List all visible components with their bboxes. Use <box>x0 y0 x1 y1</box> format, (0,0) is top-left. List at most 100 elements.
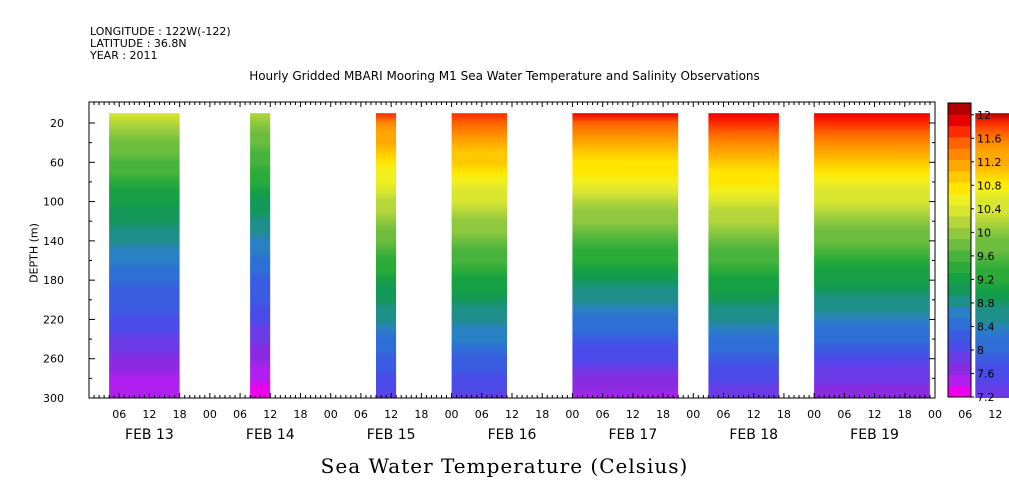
data-block <box>250 113 271 398</box>
y-tick-label: 260 <box>43 353 64 366</box>
colorbar-tick-label: 9.2 <box>977 273 995 286</box>
data-block <box>708 113 779 398</box>
colorbar-swatch <box>948 148 971 161</box>
colorbar-swatch <box>948 363 971 375</box>
colorbar-tick-label: 11.6 <box>977 132 1002 145</box>
data-block <box>572 113 679 398</box>
x-tick-label: 06 <box>958 408 972 421</box>
data-block <box>814 113 930 398</box>
day-label: FEB 17 <box>608 427 657 443</box>
axes: 20 60 100 140 180 220 260 300 06 12 18 00 06 12 18 00 06… <box>43 101 1002 443</box>
day-label: FEB 15 <box>367 427 416 443</box>
colorbar-swatch <box>948 238 971 251</box>
x-tick-label: 12 <box>384 408 398 421</box>
x-tick-label: 00 <box>807 408 821 421</box>
colorbar-swatch <box>948 385 971 398</box>
colorbar-swatch <box>948 125 971 138</box>
data-block <box>451 113 507 398</box>
y-tick-label: 100 <box>43 196 64 209</box>
data-block <box>975 113 1009 398</box>
colorbar-swatch <box>948 250 971 262</box>
y-tick-label: 300 <box>43 392 64 405</box>
colorbar-swatch <box>948 340 971 353</box>
colorbar-frame <box>947 102 972 398</box>
colorbar-swatch <box>948 182 971 194</box>
colorbar-swatch <box>948 136 971 149</box>
colorbar-swatch <box>948 216 971 228</box>
colorbar-swatch <box>948 351 971 364</box>
colorbar-swatch <box>948 193 971 206</box>
y-tick-label: 140 <box>43 235 64 248</box>
x-tick-label: 12 <box>263 408 277 421</box>
colorbar-tick-label: 7.2 <box>977 391 995 404</box>
y-tick-label: 60 <box>50 156 64 169</box>
colorbar-tick-label: 10.4 <box>977 203 1002 216</box>
x-tick-label: 12 <box>142 408 156 421</box>
colorbar-swatch <box>948 329 971 341</box>
colorbar-swatch <box>948 227 971 240</box>
x-tick-label: 18 <box>898 408 912 421</box>
x-tick-label: 12 <box>505 408 519 421</box>
plot-area <box>109 113 1009 398</box>
x-tick-label: 00 <box>928 408 942 421</box>
colorbar-tick-label: 8.8 <box>977 297 995 310</box>
data-block <box>376 113 397 398</box>
x-tick-label: 06 <box>354 408 368 421</box>
colorbar-swatch <box>948 204 971 217</box>
x-tick-label: 12 <box>868 408 882 421</box>
year-label: YEAR : 2011 <box>90 49 158 62</box>
day-label: FEB 16 <box>488 427 537 443</box>
plot-frame <box>88 101 936 399</box>
colorbar: 12 11.6 11.2 10.8 10.4 10 9.6 9.2 8.8 8.4 8 7.6 7.2 <box>947 102 1002 404</box>
x-tick-label: 06 <box>233 408 247 421</box>
y-tick-label: 220 <box>43 313 64 326</box>
colorbar-swatch <box>948 306 971 319</box>
x-tick-label: 06 <box>717 408 731 421</box>
x-tick-label: 12 <box>988 408 1002 421</box>
colorbar-swatch <box>948 103 971 115</box>
colorbar-swatch <box>948 114 971 127</box>
colorbar-swatch <box>948 159 971 172</box>
colorbar-swatch <box>948 317 971 330</box>
variable-title: Sea Water Temperature (Celsius) <box>320 454 689 478</box>
x-tick-label: 00 <box>203 408 217 421</box>
longitude-label: LONGITUDE : 122W(-122) <box>90 25 231 38</box>
x-tick-label: 12 <box>626 408 640 421</box>
colorbar-swatch <box>948 170 971 183</box>
x-tick-label: 00 <box>565 408 579 421</box>
data-block <box>109 113 180 398</box>
y-tick-label: 180 <box>43 274 64 287</box>
x-tick-label: 18 <box>535 408 549 421</box>
x-tick-label: 06 <box>475 408 489 421</box>
y-tick-label: 20 <box>50 117 64 130</box>
x-tick-label: 18 <box>777 408 791 421</box>
x-tick-label: 12 <box>747 408 761 421</box>
x-tick-label: 00 <box>324 408 338 421</box>
colorbar-tick-label: 10.8 <box>977 179 1002 192</box>
colorbar-swatch <box>948 283 971 296</box>
colorbar-swatch <box>948 261 971 274</box>
x-tick-label: 06 <box>837 408 851 421</box>
colorbar-tick-label: 12 <box>977 109 991 122</box>
colorbar-swatch <box>948 295 971 308</box>
x-tick-label: 00 <box>445 408 459 421</box>
colorbar-swatch <box>948 272 971 285</box>
colorbar-tick-label: 7.6 <box>977 367 995 380</box>
x-tick-label: 18 <box>414 408 428 421</box>
x-tick-label: 18 <box>656 408 670 421</box>
colorbar-tick-label: 11.2 <box>977 156 1002 169</box>
day-label: FEB 13 <box>125 427 174 443</box>
colorbar-tick-label: 10 <box>977 226 991 239</box>
colorbar-tick-label: 8 <box>977 344 984 357</box>
x-tick-label: 06 <box>112 408 126 421</box>
day-label: FEB 14 <box>246 427 295 443</box>
chart-title: Hourly Gridded MBARI Mooring M1 Sea Wate… <box>249 69 760 83</box>
day-label: FEB 19 <box>850 427 899 443</box>
x-tick-label: 18 <box>294 408 308 421</box>
colorbar-tick-label: 8.4 <box>977 320 995 333</box>
x-tick-label: 06 <box>596 408 610 421</box>
x-tick-label: 00 <box>686 408 700 421</box>
day-label: FEB 18 <box>729 427 778 443</box>
colorbar-swatch <box>948 374 971 387</box>
